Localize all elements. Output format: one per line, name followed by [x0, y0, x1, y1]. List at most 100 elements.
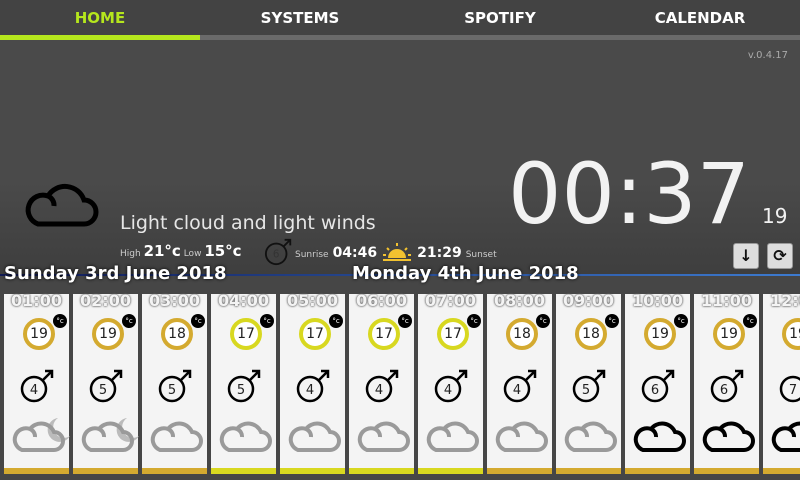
sun-times: Sunrise 04:46 21:29 Sunset	[295, 242, 497, 262]
wind-speed: 4	[444, 383, 452, 398]
hour-time: 05:00	[287, 291, 338, 310]
wind-direction-icon: 4	[503, 369, 537, 403]
high-temp: 21°c	[143, 242, 181, 260]
wind-direction-icon: 6	[710, 369, 744, 403]
hour-card: 08:00 18 °c 4	[487, 291, 552, 474]
tab-spotify[interactable]: SPOTIFY	[400, 0, 600, 40]
hour-card: 04:00 17 °c 5	[211, 291, 276, 474]
celsius-icon: °c	[122, 314, 136, 328]
tab-home[interactable]: HOME	[0, 0, 200, 40]
wind-direction-icon: 4	[434, 369, 468, 403]
hour-card: 07:00 17 °c 4	[418, 291, 483, 474]
wind-speed: 4	[513, 383, 521, 398]
wind-speed: 7	[789, 383, 797, 398]
hour-time: 09:00	[563, 291, 614, 310]
wind-speed: 6	[720, 383, 728, 398]
cloud-icon	[771, 421, 800, 452]
cloud-grey-icon	[495, 421, 548, 452]
celsius-icon: °c	[398, 314, 412, 328]
sun-icon	[383, 243, 412, 261]
temperature-badge: 19	[92, 318, 124, 350]
day-heading: Monday 4th June 2018	[352, 263, 579, 284]
celsius-icon: °c	[260, 314, 274, 328]
current-wind-speed: 6	[273, 249, 280, 261]
wind-speed: 4	[375, 383, 383, 398]
wind-direction-icon: 5	[227, 369, 261, 403]
cloud-grey-icon	[426, 421, 479, 452]
cloud-grey-icon	[357, 421, 410, 452]
temperature-badge: 19	[644, 318, 676, 350]
temperature-badge: 19	[782, 318, 800, 350]
nav-bar: HOME SYSTEMS SPOTIFY CALENDAR	[0, 0, 800, 40]
hour-card: 06:00 17 °c 4	[349, 291, 414, 474]
sunrise-time: 04:46	[332, 245, 378, 261]
hour-time: 06:00	[356, 291, 407, 310]
day-heading: Sunday 3rd June 2018	[4, 263, 227, 284]
hour-time: 01:00	[11, 291, 62, 310]
wind-direction-icon: 4	[296, 369, 330, 403]
cloud-moon-icon	[81, 418, 139, 452]
hour-time: 03:00	[149, 291, 200, 310]
celsius-icon: °c	[743, 314, 757, 328]
hour-card: 02:00 19 °c 5	[73, 291, 139, 474]
temperature-badge: 19	[23, 318, 55, 350]
low-temp: 15°c	[204, 242, 242, 260]
sunset-label: Sunset	[465, 250, 497, 260]
scroll-down-button[interactable]: ↓	[733, 243, 759, 269]
celsius-icon: °c	[674, 314, 688, 328]
sunset-time: 21:29	[417, 245, 462, 261]
main-panel	[0, 40, 800, 275]
celsius-icon: °c	[605, 314, 619, 328]
wind-speed: 5	[99, 383, 107, 398]
hour-card: 11:00 19 °c 6	[694, 291, 759, 474]
temperature-badge: 17	[368, 318, 400, 350]
celsius-icon: °c	[467, 314, 481, 328]
wind-direction-icon: 4	[365, 369, 399, 403]
hour-time: 07:00	[425, 291, 476, 310]
hour-time: 02:00	[80, 291, 131, 310]
hour-card: 10:00 19 °c 6	[625, 291, 690, 474]
celsius-icon: °c	[536, 314, 550, 328]
divider	[0, 274, 800, 276]
hour-time: 12:00	[770, 291, 800, 310]
cloud-grey-icon	[150, 421, 203, 452]
wind-direction-icon: 6	[264, 238, 292, 266]
version-label: v.0.4.17	[747, 50, 788, 61]
refresh-button[interactable]: ⟳	[767, 243, 793, 269]
wind-direction-icon: 4	[20, 369, 54, 403]
hour-time: 04:00	[218, 291, 269, 310]
temperature-badge: 18	[161, 318, 193, 350]
temperature-badge: 18	[575, 318, 607, 350]
tab-calendar[interactable]: CALENDAR	[600, 0, 800, 40]
high-low: High 21°c Low 15°c	[120, 242, 242, 263]
high-label: High	[120, 249, 141, 259]
temperature-badge: 19	[713, 318, 745, 350]
clock-seconds: 19	[762, 204, 788, 228]
wind-direction-icon: 7	[779, 375, 800, 403]
hour-card: 09:00 18 °c 5	[556, 291, 621, 474]
hour-time: 08:00	[494, 291, 545, 310]
celsius-icon: °c	[329, 314, 343, 328]
sunrise-label: Sunrise	[295, 250, 329, 260]
cloud-icon	[633, 421, 686, 452]
wind-direction-icon: 5	[158, 369, 192, 403]
celsius-icon: °c	[53, 314, 67, 328]
wind-speed: 6	[651, 383, 659, 398]
wind-speed: 4	[30, 383, 38, 398]
wind-speed: 5	[168, 383, 176, 398]
hour-card: 03:00 18 °c 5	[142, 291, 207, 474]
hour-time: 10:00	[632, 291, 683, 310]
temperature-badge: 17	[299, 318, 331, 350]
tab-systems[interactable]: SYSTEMS	[200, 0, 400, 40]
celsius-icon: °c	[191, 314, 205, 328]
weather-summary: Light cloud and light winds	[120, 212, 376, 234]
temperature-badge: 17	[437, 318, 469, 350]
cloud-moon-icon	[12, 418, 70, 452]
hour-time: 11:00	[701, 291, 752, 310]
hour-card: 12:00 19 °c 7	[763, 291, 800, 474]
cloud-grey-icon	[564, 421, 617, 452]
wind-speed: 5	[582, 383, 590, 398]
cloud-grey-icon	[219, 421, 272, 452]
hour-card: 05:00 17 °c 4	[280, 291, 345, 474]
cloud-grey-icon	[288, 421, 341, 452]
